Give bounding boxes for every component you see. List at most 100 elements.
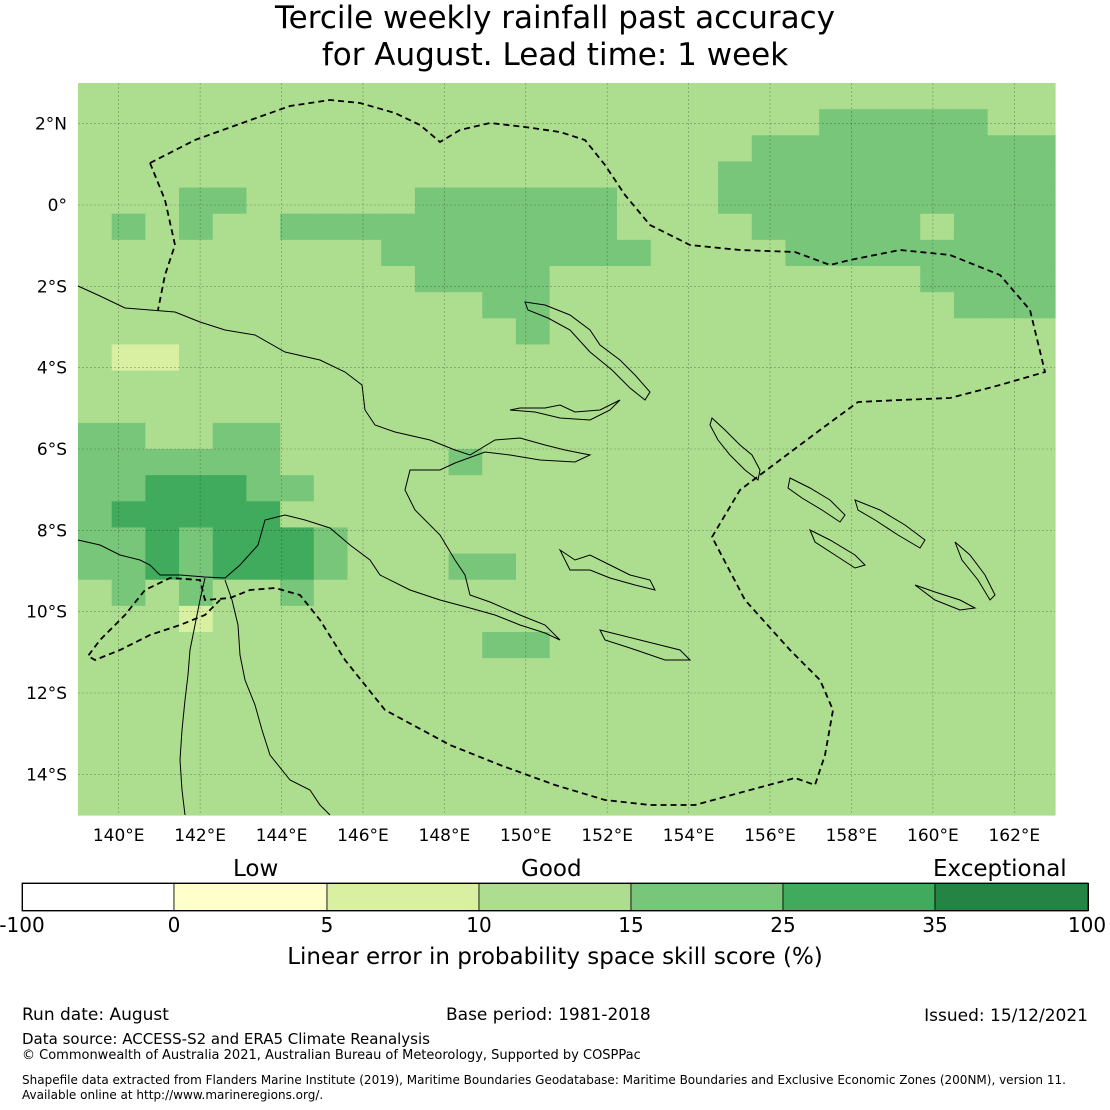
skill-cell (819, 213, 854, 241)
skill-cell (785, 370, 820, 398)
skill-cell (111, 579, 146, 607)
skill-cell (920, 266, 955, 293)
colorbar-tick-15: 15 (618, 913, 644, 937)
skill-cell (549, 736, 584, 764)
skill-cell (515, 684, 551, 712)
skill-cell (381, 370, 416, 398)
skill-cell (111, 710, 146, 738)
skill-cell (617, 658, 652, 685)
skill-cell (785, 449, 820, 476)
skill-cell (617, 370, 652, 398)
skill-cell (886, 161, 921, 189)
skill-cell (246, 475, 281, 502)
skill-cell (1021, 736, 1056, 764)
skill-cell (583, 161, 618, 189)
skill-cell (852, 344, 888, 372)
skill-cell (482, 632, 517, 659)
skill-cell (78, 344, 113, 372)
skill-cell (718, 239, 753, 267)
colorbar-segment (478, 882, 632, 912)
skill-cell (684, 762, 719, 790)
skill-cell (650, 161, 686, 189)
skill-cell (179, 396, 214, 424)
skill-cell (111, 736, 146, 764)
skill-cell (583, 579, 618, 607)
skill-cell (987, 736, 1022, 764)
skill-cell (313, 579, 349, 607)
skill-cell (246, 658, 281, 685)
skill-cell (179, 710, 214, 738)
skill-cell (448, 501, 483, 529)
skill-cell (617, 527, 652, 555)
skill-cell (448, 318, 483, 346)
skill-cell (212, 292, 248, 319)
skill-cell (212, 239, 248, 267)
skill-cell (448, 370, 483, 398)
skill-cell (78, 370, 113, 398)
skill-cell (583, 135, 618, 163)
skill-cell (347, 553, 382, 581)
skill-cell (246, 239, 281, 267)
skill-cell (549, 788, 584, 816)
skill-cell (515, 318, 551, 346)
skill-cell (920, 736, 955, 764)
skill-cell (482, 187, 517, 215)
skill-cell (549, 318, 584, 346)
skill-cell (212, 788, 248, 816)
skill-cell (381, 266, 416, 293)
skill-cell (111, 658, 146, 685)
skill-cell (953, 161, 989, 189)
skill-cell (482, 475, 517, 502)
skill-cell (583, 187, 618, 215)
skill-cell (886, 292, 921, 319)
skill-cell (246, 370, 281, 398)
skill-cell (145, 109, 180, 136)
skill-cell (381, 344, 416, 372)
skill-cell (246, 396, 281, 424)
skill-cell (953, 213, 989, 241)
shapefile-credit-line-2: Available online at http://www.marinereg… (22, 1088, 324, 1102)
skill-cell (953, 527, 989, 555)
skill-cell (381, 422, 416, 450)
skill-cell (381, 501, 416, 529)
skill-cell (920, 632, 955, 659)
skill-cell (886, 396, 921, 424)
skill-cell (650, 239, 686, 267)
skill-cell (953, 292, 989, 319)
skill-cell (448, 213, 483, 241)
skill-cell (886, 449, 921, 476)
skill-cell (819, 632, 854, 659)
skill-cell (684, 370, 719, 398)
skill-cell (414, 762, 450, 790)
skill-cell (280, 213, 315, 241)
skill-cell (987, 579, 1022, 607)
skill-cell (886, 632, 921, 659)
skill-cell (347, 161, 382, 189)
skill-cell (617, 396, 652, 424)
skill-cell (684, 658, 719, 685)
skill-cell (414, 318, 450, 346)
skill-cell (515, 135, 551, 163)
skill-cell (1021, 475, 1056, 502)
skill-cell (280, 318, 315, 346)
skill-cell (78, 658, 113, 685)
skill-cell (414, 684, 450, 712)
skill-cell (953, 83, 989, 110)
maritime-boundaries (86, 99, 1047, 806)
skill-cell (987, 684, 1022, 712)
skill-cell (751, 632, 787, 659)
skill-cell (1021, 527, 1056, 555)
skill-cell (650, 632, 686, 659)
skill-cell (1021, 762, 1056, 790)
skill-cell (583, 658, 618, 685)
skill-cell (313, 553, 349, 581)
skill-cell (482, 762, 517, 790)
skill-cell (212, 344, 248, 372)
skill-cell (987, 266, 1022, 293)
skill-cell (886, 553, 921, 581)
skill-cell (111, 213, 146, 241)
longitude-tick-label: 140°E (93, 826, 145, 846)
skill-cell (819, 187, 854, 215)
skill-cell (583, 109, 618, 136)
skill-cell (246, 109, 281, 136)
